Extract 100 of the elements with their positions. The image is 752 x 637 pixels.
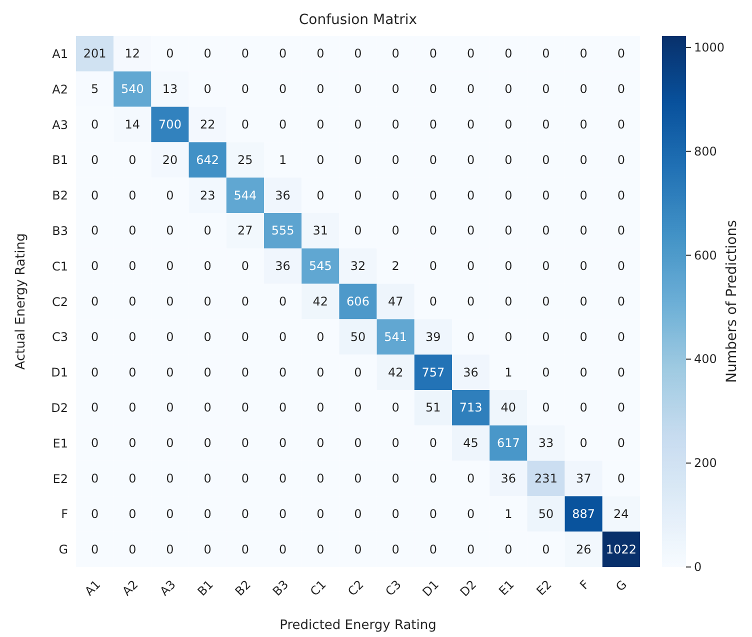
data-label: 0 xyxy=(166,472,174,486)
data-label: 0 xyxy=(90,330,99,344)
y-tick-label: C1 xyxy=(52,259,68,274)
data-label: 0 xyxy=(204,259,212,274)
data-label: 540 xyxy=(120,82,144,96)
data-label: 0 xyxy=(580,400,588,415)
data-label: 0 xyxy=(542,82,550,96)
data-label: 0 xyxy=(617,118,626,132)
x-tick-label: C2 xyxy=(345,577,366,599)
x-tick-label: A2 xyxy=(120,577,141,599)
data-label: 0 xyxy=(504,542,512,556)
data-label: 0 xyxy=(429,152,438,167)
data-label: 0 xyxy=(204,472,212,486)
data-label: 0 xyxy=(278,294,287,308)
y-tick-label: D1 xyxy=(51,366,68,380)
data-label: 0 xyxy=(128,294,136,308)
data-label: 0 xyxy=(580,330,588,344)
data-label: 31 xyxy=(312,224,328,238)
y-tick-label: A1 xyxy=(52,46,68,61)
data-label: 0 xyxy=(429,82,438,96)
data-label: 0 xyxy=(278,506,287,521)
data-label: 14 xyxy=(124,118,140,132)
data-label: 42 xyxy=(312,294,328,308)
data-label: 0 xyxy=(466,542,475,556)
data-label: 0 xyxy=(278,436,287,450)
data-label: 0 xyxy=(316,188,324,202)
data-label: 0 xyxy=(204,400,212,415)
data-label: 0 xyxy=(504,46,512,61)
data-label: 0 xyxy=(466,46,475,61)
data-label: 0 xyxy=(90,365,99,380)
data-label: 0 xyxy=(241,82,250,96)
data-label: 541 xyxy=(384,330,408,344)
data-label: 0 xyxy=(354,506,362,521)
data-label: 22 xyxy=(200,118,216,132)
data-label: 23 xyxy=(200,188,216,202)
x-tick-label: D2 xyxy=(457,577,480,600)
y-tick-label: E1 xyxy=(52,436,68,450)
data-label: 0 xyxy=(241,365,250,380)
data-label: 1022 xyxy=(606,542,636,556)
data-label: 0 xyxy=(354,82,362,96)
data-label: 0 xyxy=(278,472,287,486)
y-tick-label: E2 xyxy=(52,472,68,486)
data-label: 0 xyxy=(316,152,324,167)
data-label: 606 xyxy=(346,294,370,308)
data-label: 0 xyxy=(542,259,550,274)
data-label: 0 xyxy=(429,542,438,556)
data-label: 0 xyxy=(128,330,136,344)
data-label: 0 xyxy=(392,400,400,415)
data-label: 0 xyxy=(466,188,475,202)
data-label: 0 xyxy=(392,82,400,96)
data-label: 0 xyxy=(90,294,99,308)
data-label: 0 xyxy=(166,436,174,450)
chart-title: Confusion Matrix xyxy=(298,12,418,28)
data-label: 0 xyxy=(166,365,174,380)
data-label: 0 xyxy=(542,46,550,61)
data-label: 0 xyxy=(429,294,438,308)
x-tick-label: A3 xyxy=(157,577,178,599)
data-label: 0 xyxy=(617,152,626,167)
data-label: 0 xyxy=(354,118,362,132)
data-label: 36 xyxy=(463,365,478,380)
data-label: 0 xyxy=(504,259,512,274)
data-label: 0 xyxy=(542,188,550,202)
data-label: 0 xyxy=(128,259,136,274)
data-label: 0 xyxy=(278,330,287,344)
y-tick-label: F xyxy=(61,507,68,522)
data-label: 0 xyxy=(504,82,512,96)
data-label: 0 xyxy=(128,400,136,415)
x-tick-label: D1 xyxy=(420,577,442,600)
y-tick-label: B2 xyxy=(52,188,68,203)
data-label: 0 xyxy=(90,506,99,521)
data-label: 0 xyxy=(466,506,475,521)
color-bar-label: 800 xyxy=(694,144,717,158)
data-label: 0 xyxy=(580,436,588,450)
y-tick-label: A2 xyxy=(52,82,68,96)
y-tick-label: B1 xyxy=(52,153,68,168)
data-label: 0 xyxy=(429,188,438,202)
data-label: 0 xyxy=(392,542,400,556)
data-label: 32 xyxy=(350,259,366,274)
data-label: 0 xyxy=(392,472,400,486)
data-label: 0 xyxy=(90,400,99,415)
data-label: 0 xyxy=(392,152,400,167)
data-label: 39 xyxy=(426,330,441,344)
data-label: 0 xyxy=(204,542,212,556)
data-label: 0 xyxy=(166,542,174,556)
data-label: 555 xyxy=(271,224,294,238)
y-tick-label: A3 xyxy=(52,118,68,132)
data-label: 0 xyxy=(241,472,250,486)
x-tick-label: G xyxy=(613,577,630,594)
data-label: 0 xyxy=(128,436,136,450)
data-label: 0 xyxy=(204,436,212,450)
color-bar-title: Numbers of Predictions xyxy=(724,220,740,383)
color-bar-label: 1000 xyxy=(694,40,725,54)
data-label: 0 xyxy=(429,472,438,486)
y-axis-title: Actual Energy Rating xyxy=(14,233,29,370)
data-label: 0 xyxy=(542,224,550,238)
x-tick-label: E2 xyxy=(534,577,554,598)
data-label: 0 xyxy=(504,188,512,202)
data-label: 0 xyxy=(504,224,512,238)
x-tick-label: B2 xyxy=(232,577,254,599)
data-label: 0 xyxy=(466,152,475,167)
